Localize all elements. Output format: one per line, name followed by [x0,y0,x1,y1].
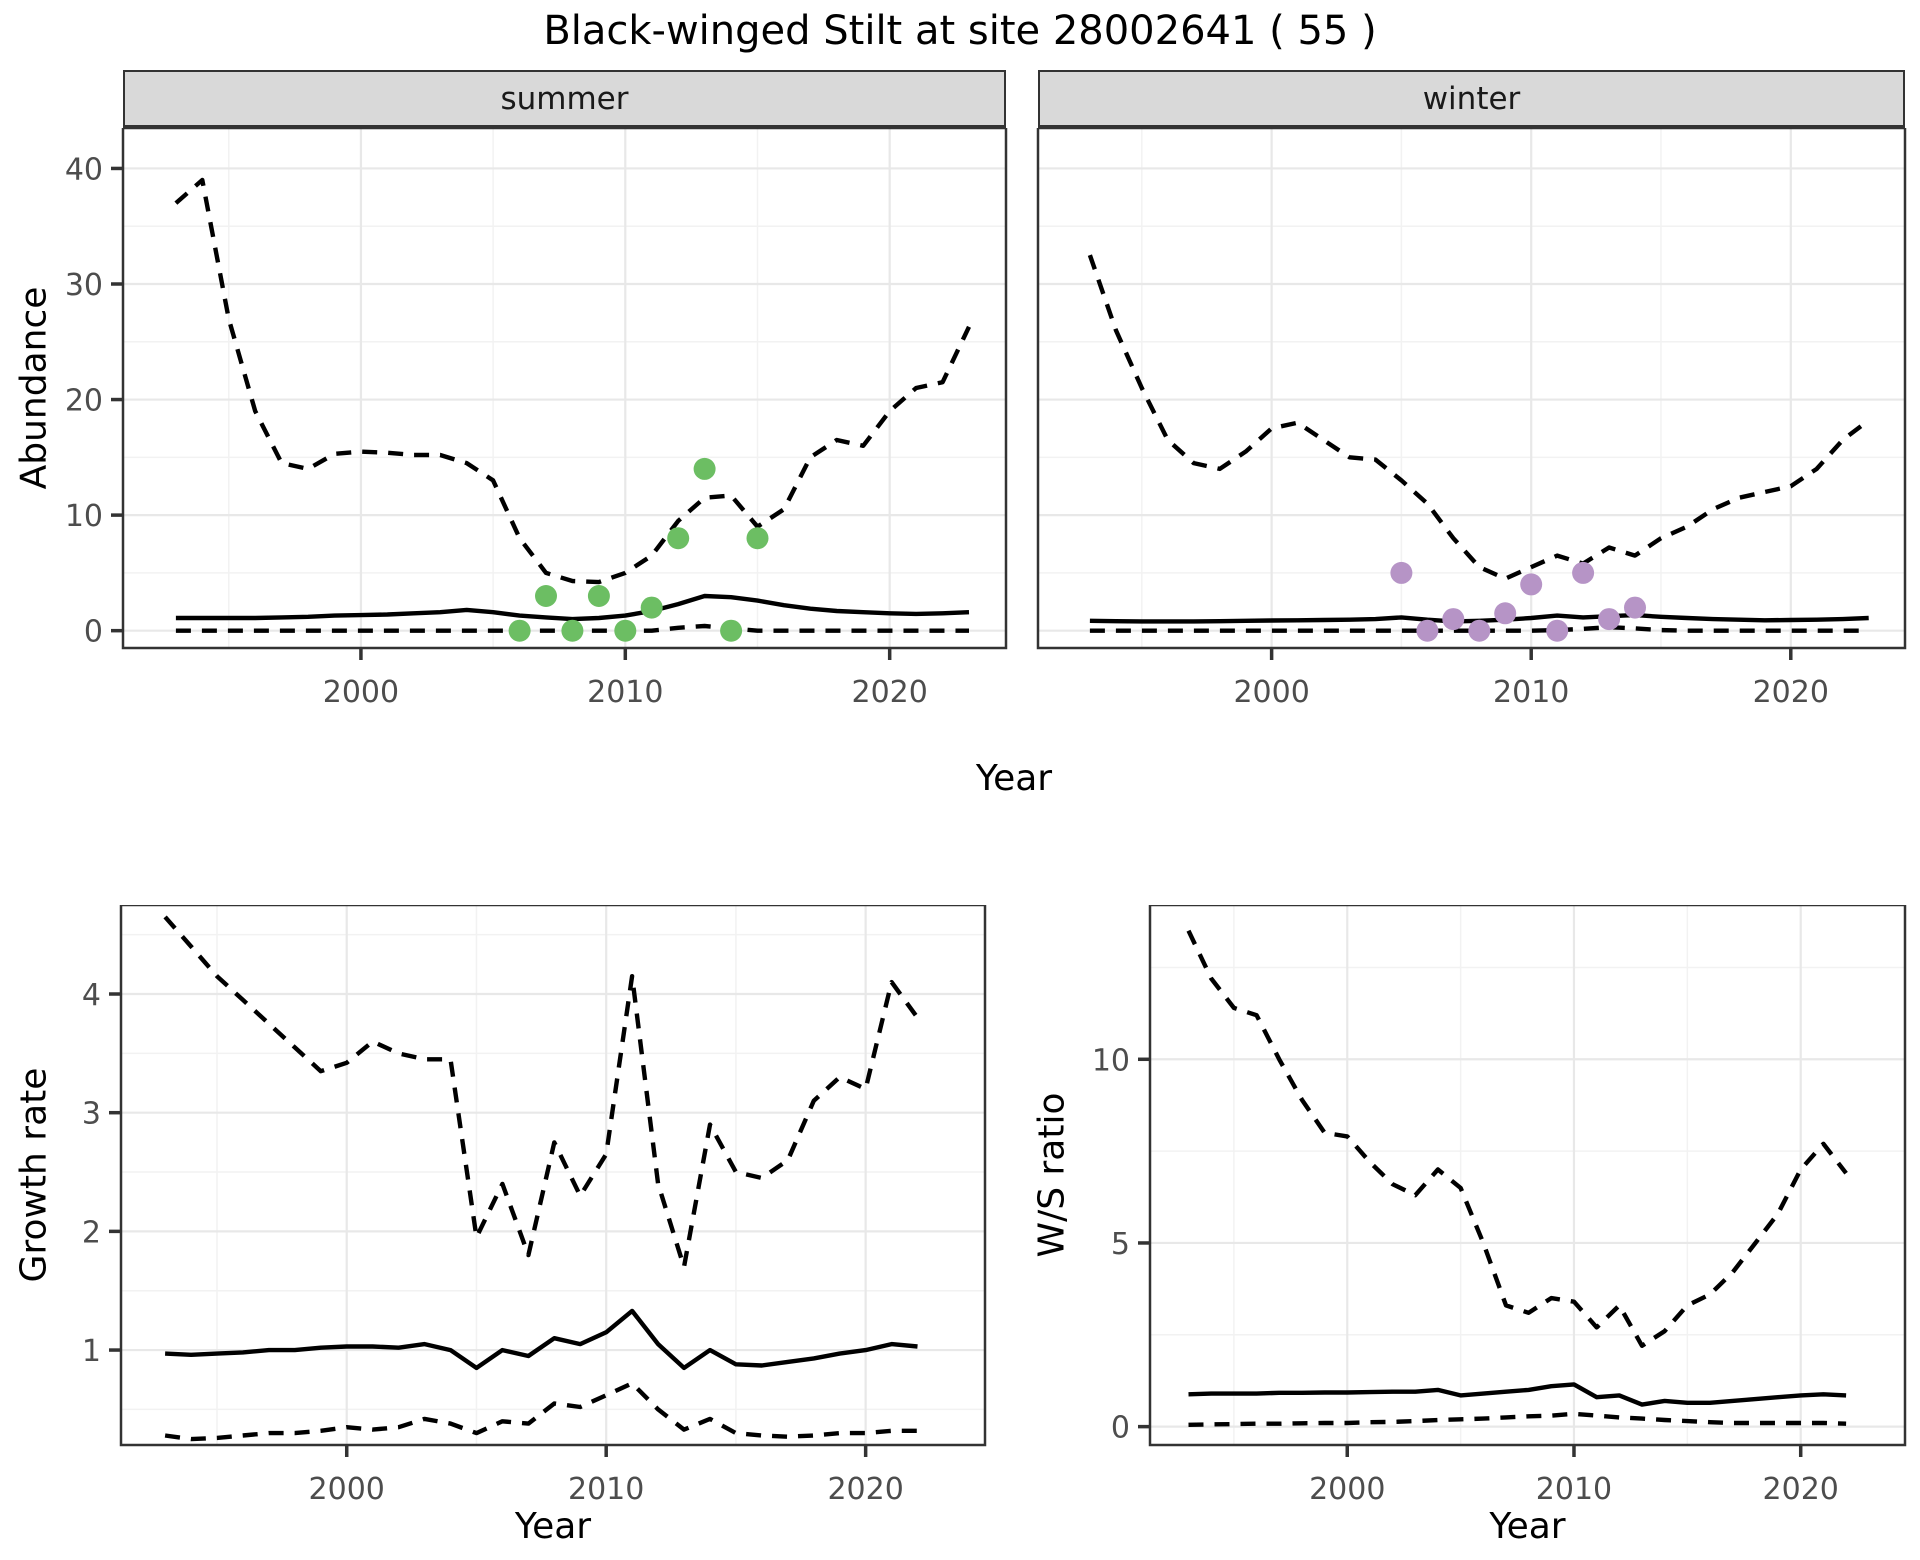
x-tick-label: 2010 [568,1472,644,1507]
y-tick-label: 10 [1092,1043,1130,1078]
x-tick-label: 2010 [1536,1472,1612,1507]
x-tick-label: 2020 [1753,675,1829,710]
facet-strip-winter: winter [1038,70,1905,128]
observation-point [1494,602,1517,625]
observation-point [640,596,663,619]
observation-point [1390,561,1413,584]
y-tick-label: 20 [65,384,103,419]
observation-point [1442,608,1465,631]
observation-point [746,527,769,550]
median-line [164,1308,918,1371]
observation-point [1546,619,1569,642]
panel-background [121,905,985,1445]
panel-border [1036,128,1907,650]
x-tick-label: 2020 [827,1472,903,1507]
panel-border [119,905,987,1447]
abundance-winter-plot: 2000 2010 2020 [1036,128,1907,710]
x-tick-label: 2000 [323,675,399,710]
panel-background [123,128,1006,648]
observation-point [508,619,531,642]
abundance-summer-plot: 2000 2010 2020 0 10 20 30 40 [65,128,1008,710]
facet-strip-summer-label: summer [500,80,629,117]
ws-ratio-plot: 2000 2010 2020 0 5 10 [1092,905,1907,1507]
x-tick-label: 2010 [587,675,663,710]
y-tick-label: 5 [1111,1227,1130,1262]
upper-ci-line [174,177,971,585]
y-tick-label: 3 [82,1097,101,1132]
observation-point [1598,608,1621,631]
lower-ci-line [1188,1411,1847,1427]
panel-background [1150,905,1905,1445]
x-tick-label: 2000 [309,1472,385,1507]
panel-border [121,128,1008,650]
median-line [175,593,970,622]
panel-background [1038,128,1905,648]
observation-point [561,619,584,642]
upper-ci-line [163,915,920,1270]
y-tick-label: 0 [1111,1411,1130,1446]
x-tick-label: 2020 [1763,1472,1839,1507]
panel-border [1148,905,1907,1447]
y-tick-label: 2 [82,1215,101,1250]
observation-point [614,619,637,642]
observation-point [667,527,690,550]
y-tick-label: 40 [65,152,103,187]
observation-point [1468,619,1491,642]
x-axis-title-growth-rate: Year [514,1506,592,1547]
observation-point [1572,561,1595,584]
observation-point [587,585,610,607]
y-axis-title-ws-ratio: W/S ratio [1031,1092,1073,1258]
x-tick-label: 2000 [1309,1472,1385,1507]
facet-strip-summer: summer [123,70,1006,128]
observation-point [1520,573,1543,596]
observation-point [693,457,716,480]
growth-rate-plot: 2000 2010 2020 1 2 3 4 [82,905,987,1507]
x-axis-title-ws-ratio: Year [1489,1506,1566,1547]
y-tick-label: 4 [82,978,101,1013]
y-tick-label: 10 [65,499,103,534]
facet-strip-winter-label: winter [1422,80,1521,117]
observation-point [535,585,557,607]
chart-title: Black-winged Stilt at site 28002641 ( 55… [543,8,1377,54]
upper-ci-line [1186,929,1848,1348]
y-tick-label: 30 [65,268,103,303]
median-line [1188,1382,1847,1407]
x-tick-label: 2010 [1493,675,1569,710]
x-tick-label: 2000 [1233,675,1309,710]
y-tick-label: 0 [84,615,103,650]
observation-point [720,619,743,642]
observation-point [1624,596,1646,619]
y-axis-title-abundance: Abundance [13,286,55,490]
x-tick-label: 2020 [851,675,927,710]
x-axis-title-top: Year [975,758,1053,799]
observation-point [1416,619,1439,642]
y-tick-label: 1 [82,1334,101,1369]
upper-ci-line [1087,254,1871,581]
